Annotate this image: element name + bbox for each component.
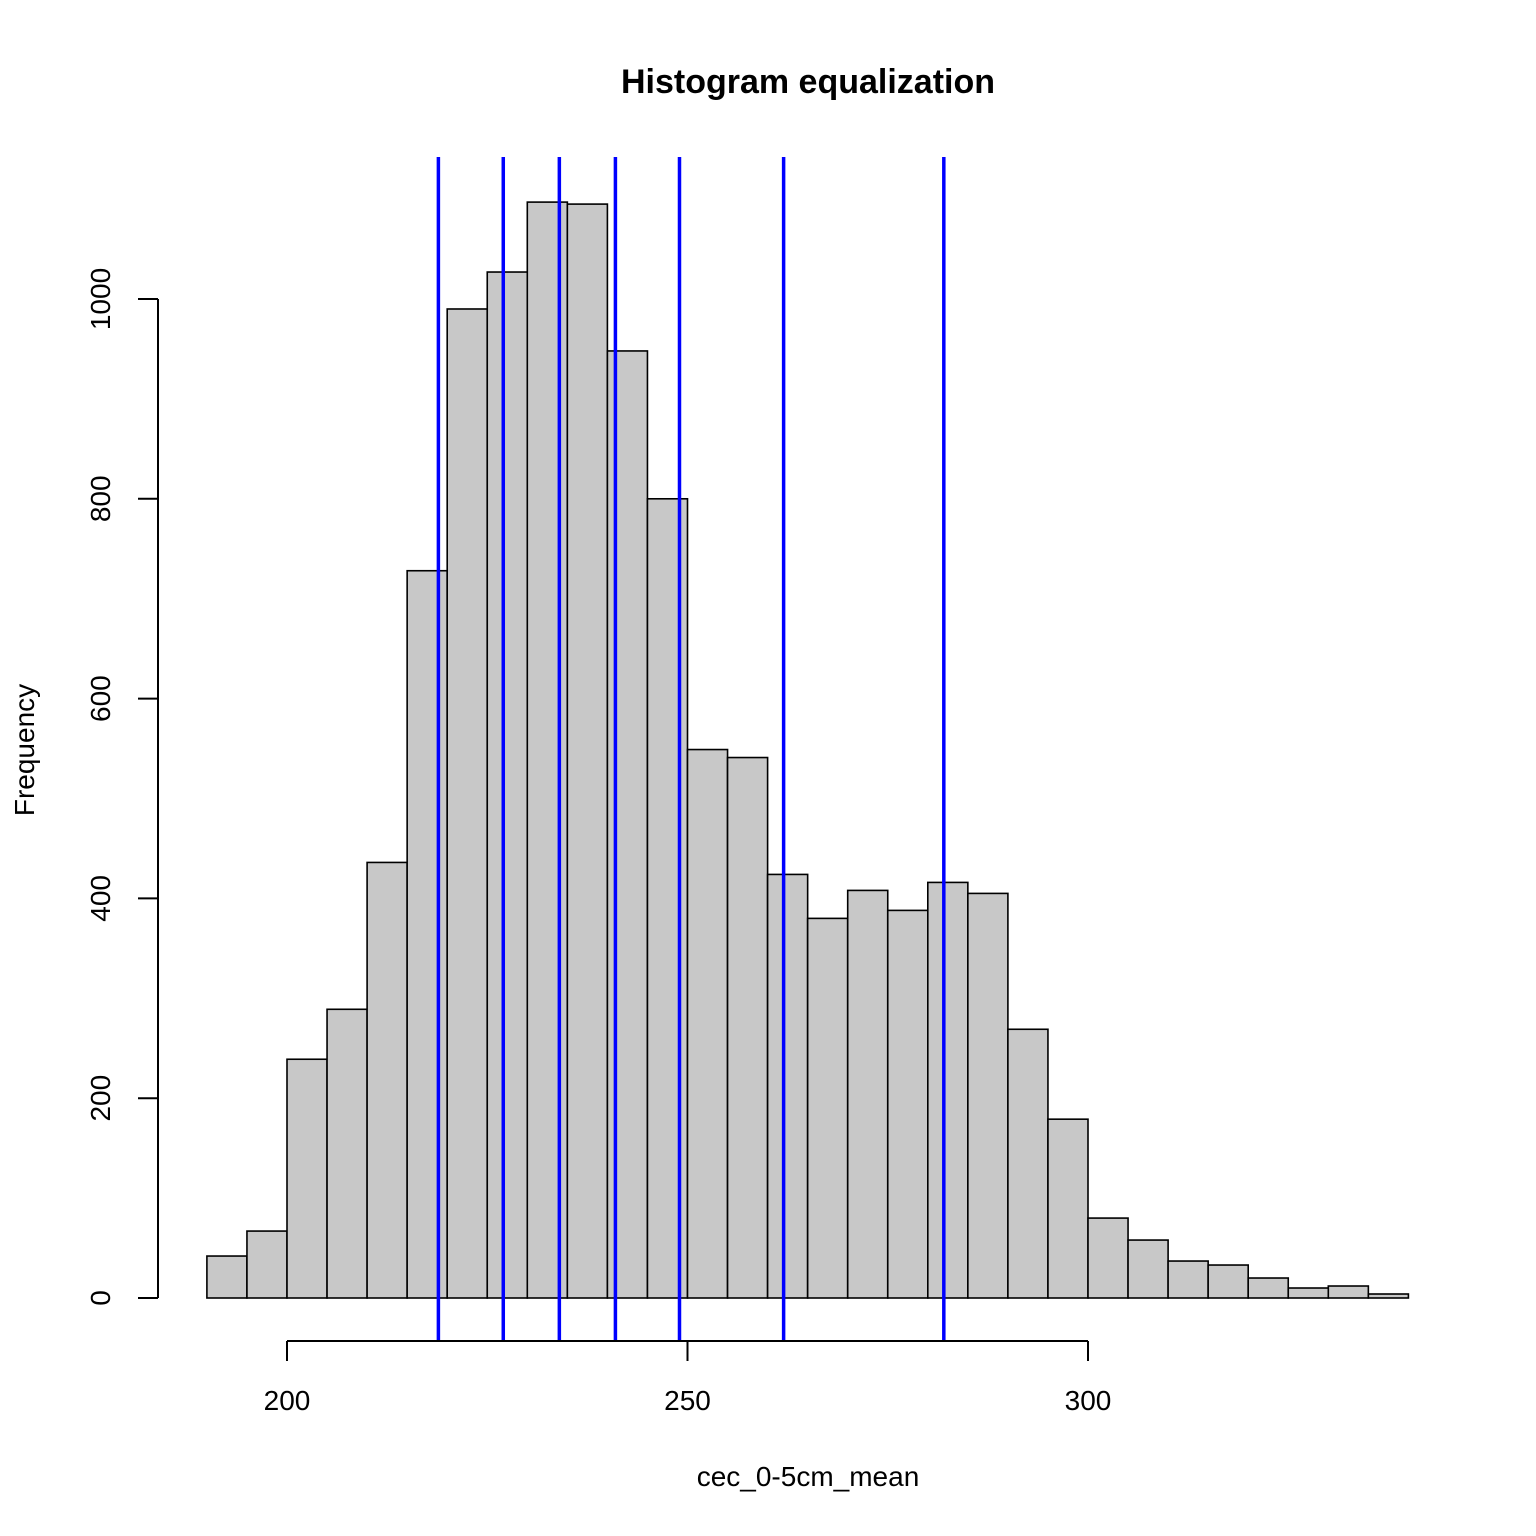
histogram-bar-290-295 bbox=[1007, 1028, 1049, 1299]
y-tick-label-0: 0 bbox=[85, 1290, 116, 1306]
histogram-bar-215-220 bbox=[406, 569, 448, 1299]
histogram-bar-335-340 bbox=[1367, 1293, 1410, 1299]
histogram-bar-300-305 bbox=[1087, 1217, 1129, 1299]
histogram-bar-245-250 bbox=[646, 497, 689, 1299]
x-tick-label-250: 250 bbox=[664, 1385, 711, 1416]
y-tick-label-400: 400 bbox=[85, 875, 116, 922]
histogram-bar-315-320 bbox=[1207, 1264, 1250, 1299]
histogram-bar-330-335 bbox=[1327, 1285, 1370, 1299]
y-tick-label-200: 200 bbox=[85, 1075, 116, 1122]
histogram-bar-325-330 bbox=[1287, 1287, 1330, 1299]
x-axis: 200 250 300 bbox=[264, 1340, 1112, 1416]
equalization-break-lines bbox=[436, 157, 946, 1341]
histogram-bar-210-215 bbox=[366, 861, 408, 1299]
histogram-bars bbox=[206, 201, 1410, 1299]
histogram-bar-195-200 bbox=[246, 1230, 288, 1299]
x-tick-label-200: 200 bbox=[264, 1385, 311, 1416]
histogram-bar-320-325 bbox=[1247, 1277, 1290, 1299]
histogram-bar-305-310 bbox=[1127, 1239, 1169, 1299]
histogram-bar-225-230 bbox=[486, 271, 529, 1299]
histogram-bar-280-285 bbox=[926, 881, 969, 1299]
histogram-bar-285-290 bbox=[967, 892, 1009, 1299]
histogram-bar-295-300 bbox=[1047, 1118, 1089, 1299]
y-axis-label: Frequency bbox=[9, 684, 40, 816]
histogram-bar-240-245 bbox=[606, 350, 649, 1299]
histogram-bar-200-205 bbox=[286, 1058, 328, 1299]
histogram-bar-275-280 bbox=[886, 909, 929, 1299]
histogram-bar-270-275 bbox=[846, 889, 889, 1299]
y-tick-label-600: 600 bbox=[85, 675, 116, 722]
histogram-bar-310-315 bbox=[1167, 1260, 1209, 1299]
histogram-bar-255-260 bbox=[726, 756, 769, 1299]
histogram-bar-190-195 bbox=[206, 1255, 248, 1299]
y-tick-label-800: 800 bbox=[85, 475, 116, 522]
histogram-bar-230-235 bbox=[526, 201, 569, 1299]
histogram-bar-235-240 bbox=[566, 203, 609, 1299]
y-axis: 0 200 400 600 800 1000 bbox=[85, 268, 159, 1306]
histogram-bar-220-225 bbox=[446, 308, 489, 1299]
histogram-bar-260-265 bbox=[766, 873, 809, 1299]
x-axis-label: cec_0-5cm_mean bbox=[697, 1461, 920, 1492]
histogram-bar-250-255 bbox=[686, 748, 729, 1299]
chart-title: Histogram equalization bbox=[621, 63, 995, 101]
y-tick-label-1000: 1000 bbox=[85, 268, 116, 330]
histogram-bar-205-210 bbox=[326, 1008, 368, 1299]
histogram-bar-265-270 bbox=[806, 917, 849, 1299]
x-tick-label-300: 300 bbox=[1065, 1385, 1112, 1416]
